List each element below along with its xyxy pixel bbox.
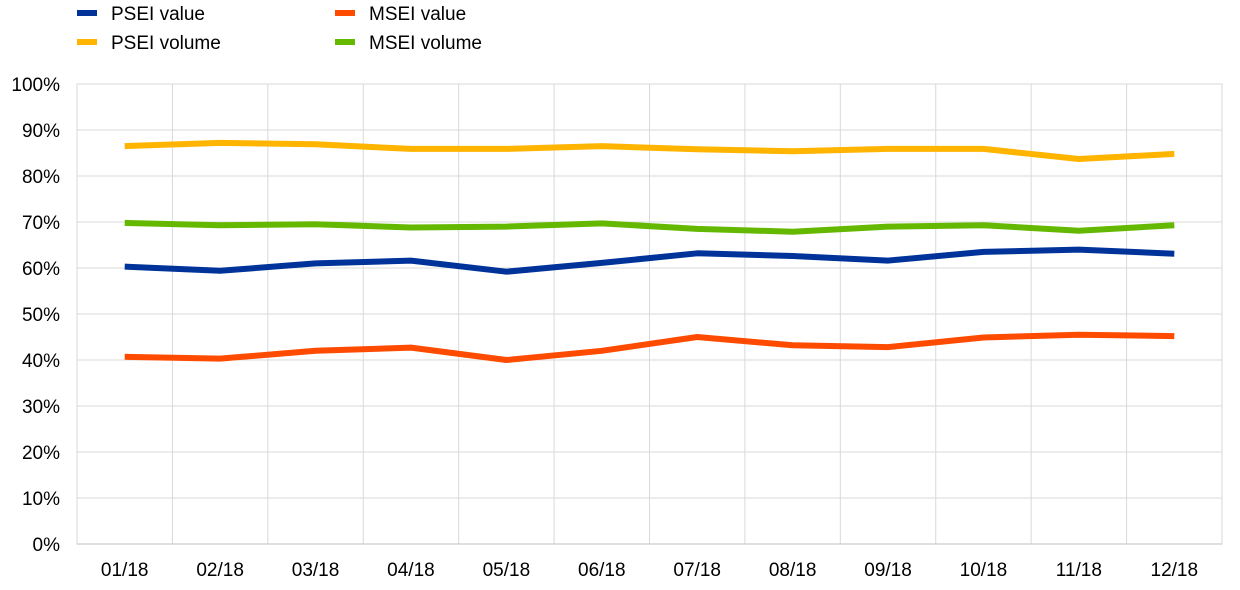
series-line-msei-value	[124, 331, 1175, 363]
x-tick-label: 12/18	[1151, 560, 1199, 581]
x-tick-label: 02/18	[196, 560, 244, 581]
x-tick-label: 01/18	[101, 560, 149, 581]
legend-label-psei-volume: PSEI volume	[111, 33, 221, 54]
legend-swatch-psei-volume	[77, 39, 97, 45]
y-tick-label: 80%	[22, 167, 60, 188]
x-tick-label: 10/18	[960, 560, 1008, 581]
y-tick-label: 40%	[22, 351, 60, 372]
x-tick-label: 03/18	[292, 560, 340, 581]
y-tick-label: 20%	[22, 443, 60, 464]
x-tick-label: 08/18	[769, 560, 817, 581]
legend-swatch-msei-value	[335, 10, 355, 16]
series-lines	[124, 139, 1175, 363]
y-axis: 0% 10% 20% 30% 40% 50% 60% 70% 80% 90% 100%	[11, 75, 60, 556]
legend-swatch-psei-value	[77, 10, 97, 16]
y-tick-label: 0%	[33, 535, 61, 556]
x-tick-label: 09/18	[864, 560, 912, 581]
x-axis: 01/18 02/18 03/18 04/18 05/18 06/18 07/18 08/18…	[101, 560, 1198, 581]
x-tick-label: 06/18	[578, 560, 626, 581]
y-tick-label: 10%	[22, 489, 60, 510]
x-tick-label: 11/18	[1056, 560, 1102, 581]
x-tick-label: 04/18	[387, 560, 435, 581]
y-tick-label: 30%	[22, 397, 60, 418]
y-tick-label: 50%	[22, 305, 60, 326]
y-tick-label: 90%	[22, 121, 60, 142]
series-line-psei-value	[124, 246, 1175, 275]
series-line-msei-volume	[124, 219, 1175, 235]
x-tick-label: 05/18	[483, 560, 531, 581]
legend: PSEI value MSEI value PSEI volume MSEI volu…	[77, 4, 482, 54]
plot-area	[76, 83, 1223, 545]
y-tick-label: 60%	[22, 259, 60, 280]
series-line-psei-volume	[124, 139, 1175, 162]
legend-label-psei-value: PSEI value	[111, 4, 205, 25]
legend-label-msei-volume: MSEI volume	[369, 33, 482, 54]
x-tick-label: 07/18	[673, 560, 721, 581]
y-tick-label: 70%	[22, 213, 60, 234]
legend-swatch-msei-volume	[335, 39, 355, 45]
legend-label-msei-value: MSEI value	[369, 4, 466, 25]
y-tick-label: 100%	[11, 75, 60, 96]
